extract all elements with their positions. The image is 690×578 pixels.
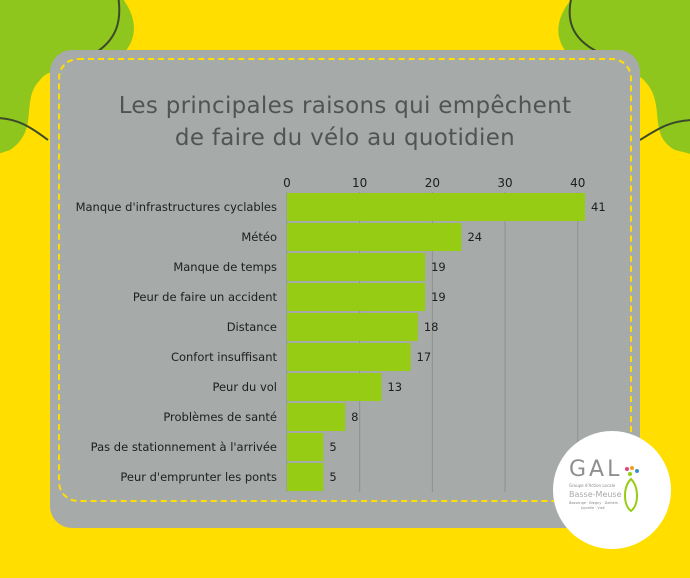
data-label: 19	[431, 260, 446, 274]
category-label: Pas de stationnement à l'arrivée	[91, 440, 277, 454]
bar	[287, 223, 462, 251]
chart-title: Les principales raisons qui empêchent de…	[50, 90, 640, 154]
category-label: Météo	[241, 230, 277, 244]
logo-line-1: Groupe d'Action Locale	[569, 483, 616, 488]
x-tick-label: 0	[283, 176, 291, 190]
leaf-top-left	[0, 0, 134, 154]
logo-line-2: Basse-Meuse	[569, 490, 622, 499]
data-label: 13	[387, 380, 402, 394]
x-tick-label: 40	[570, 176, 585, 190]
category-label: Problèmes de santé	[163, 410, 277, 424]
logo-line-4: Juprelle · Visé	[581, 506, 605, 510]
x-tick-label: 30	[497, 176, 512, 190]
leaf-top-right	[558, 0, 690, 154]
logo-line-3: Bassenge · Blegny · Dalhem	[569, 501, 619, 505]
data-label: 41	[591, 200, 606, 214]
bar	[287, 463, 324, 491]
bar	[287, 313, 418, 341]
branch-right	[568, 0, 690, 141]
data-label: 5	[329, 440, 336, 454]
category-label: Distance	[227, 320, 277, 334]
data-label: 5	[329, 470, 336, 484]
bar	[287, 193, 585, 221]
category-label: Peur du vol	[212, 380, 277, 394]
data-label: 8	[351, 410, 358, 424]
data-label: 17	[417, 350, 432, 364]
bar	[287, 373, 382, 401]
x-tick-label: 20	[425, 176, 440, 190]
bar	[287, 253, 426, 281]
data-label: 24	[467, 230, 482, 244]
category-label: Manque de temps	[173, 260, 277, 274]
bar	[287, 283, 426, 311]
logo-name: GAL	[569, 457, 623, 482]
data-label: 19	[431, 290, 446, 304]
bar	[287, 343, 411, 371]
category-label: Manque d'infrastructures cyclables	[76, 200, 277, 214]
chart-title-line-2: de faire du vélo au quotidien	[174, 125, 516, 151]
category-label: Peur d'emprunter les ponts	[120, 470, 277, 484]
dashed-border	[58, 58, 632, 502]
chart-title-line-1: Les principales raisons qui empêchent	[118, 93, 572, 119]
category-label: Peur de faire un accident	[133, 290, 278, 304]
data-label: 18	[424, 320, 439, 334]
category-label: Confort insuffisant	[171, 350, 278, 364]
logo-figure-icon	[624, 466, 639, 513]
bar	[287, 433, 324, 461]
x-tick-label: 10	[352, 176, 367, 190]
gal-logo: GAL Groupe d'Action Locale Basse-Meuse B…	[553, 431, 671, 549]
bar	[287, 403, 346, 431]
